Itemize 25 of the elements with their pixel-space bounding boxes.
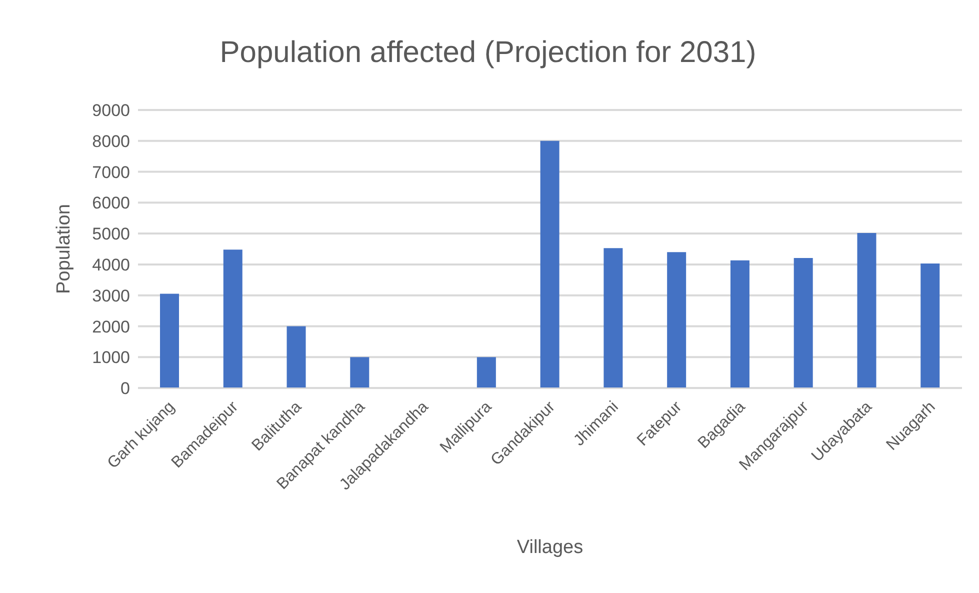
y-tick-label: 4000 (92, 255, 130, 274)
bar (350, 357, 370, 388)
y-tick-label: 1000 (92, 348, 130, 368)
y-axis-title: Population (54, 204, 75, 294)
y-tick-label: 6000 (92, 194, 130, 213)
bar (794, 258, 813, 388)
bar (857, 232, 876, 388)
bar (667, 252, 686, 388)
bar (476, 357, 496, 388)
bar (223, 250, 242, 388)
bar (286, 326, 306, 388)
y-tick-label: 9000 (92, 101, 130, 120)
y-tick-label: 3000 (92, 286, 130, 306)
y-tick-label: 7000 (92, 162, 130, 182)
x-axis-title: Villages (516, 537, 584, 558)
y-tick-label: 5000 (92, 224, 130, 244)
y-tick-label: 0 (120, 379, 130, 398)
y-tick-label: 2000 (92, 317, 130, 336)
bar (540, 140, 560, 388)
y-tick-label: 8000 (92, 132, 130, 151)
bar (160, 294, 179, 388)
bar (730, 260, 750, 388)
bar (604, 248, 623, 388)
chart-title: Population affected (Projection for 2031) (218, 35, 758, 71)
bar (920, 264, 940, 388)
